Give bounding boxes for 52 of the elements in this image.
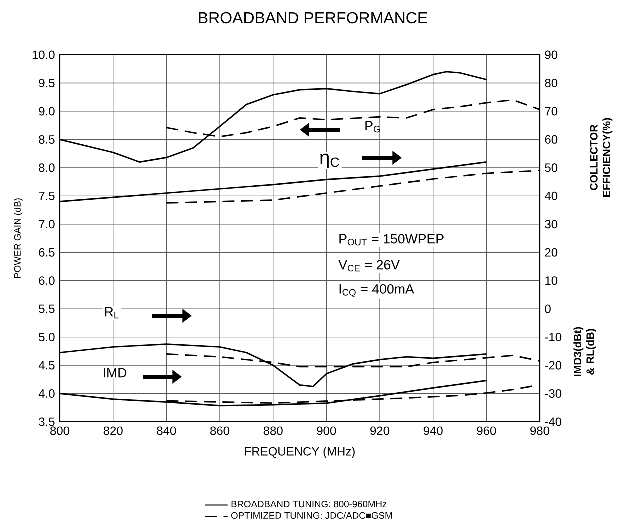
annotation: R$_{L}$ [105, 307, 119, 319]
y-tick-label: 6.0 [39, 276, 55, 286]
annotation: V$_{CE}$ = 26V [338, 260, 400, 272]
y2-tick-label: 60 [545, 135, 558, 144]
x-tick-label: 960 [477, 426, 496, 436]
x-tick-label: 840 [157, 426, 176, 436]
annotation: P$_{G}$ [366, 121, 380, 133]
y2-tick-label: -30 [545, 390, 562, 398]
y2-tick-label: -20 [545, 361, 562, 370]
text: IMD3(dBt) & RL(dB) [574, 327, 596, 376]
y2-tick-label: 0 [545, 304, 551, 314]
x-tick-label: 860 [210, 426, 230, 436]
y2-tick-label: 80 [545, 78, 558, 88]
y2-tick-label: -40 [545, 418, 562, 426]
x-tick-label: 880 [264, 426, 283, 436]
y-tick-label: 4.5 [38, 361, 55, 370]
legend-label: OPTIMIZED TUNING: JDC/ADC■GSM [232, 512, 392, 520]
annotation: I$_{CQ}$ = 400mA [340, 284, 414, 298]
y-tick-label: 7.0 [39, 220, 55, 229]
y-tick-label: 6.5 [39, 248, 55, 257]
y2-tick-label: 40 [544, 192, 558, 200]
x-tick-label: 940 [424, 426, 443, 436]
y2-tick-label: 70 [545, 107, 558, 116]
y-tick-label: 9.5 [39, 78, 55, 88]
annotation: IMD [104, 368, 127, 378]
y-tick-label: 10.0 [32, 50, 55, 60]
y-axis-title: POWER GAIN (dB) [14, 198, 23, 278]
x-tick-label: 900 [317, 426, 336, 436]
y-tick-label: 8.0 [39, 164, 55, 172]
y2-tick-label: 90 [545, 50, 558, 60]
y2-tick-label: -10 [545, 333, 562, 342]
x-axis-title: FREQUENCY (MHz) [245, 447, 355, 458]
y2-tick-label: 30 [545, 220, 558, 229]
y-tick-label: 9.0 [39, 107, 55, 116]
y2-tick-label: 10 [546, 276, 558, 286]
x-tick-label: 980 [530, 426, 550, 436]
legend-label: BROADBAND TUNING: 800-960MHz [232, 500, 387, 508]
x-tick-label: 920 [370, 426, 390, 436]
y2-axis-title: COLLECTOR EFFICIENCY(%) [590, 118, 613, 198]
y-tick-label: 7.5 [39, 192, 55, 200]
y2-tick-label: 20 [545, 248, 558, 257]
y-tick-label: 4.0 [38, 390, 55, 398]
x-tick-label: 820 [104, 426, 123, 436]
y-tick-label: 5.5 [39, 304, 55, 314]
chart-title: BROADBAND PERFORMANCE [199, 12, 428, 24]
annotation: P$_{OUT}$ = 150WPEP [340, 234, 444, 246]
x-tick-label: 800 [50, 426, 70, 436]
y-tick-label: 5.0 [39, 333, 55, 342]
annotation: η$_{C}$ [320, 154, 340, 168]
y-tick-label: 8.5 [39, 135, 55, 144]
y2-tick-label: 50 [545, 164, 558, 172]
y-tick-label: 3.5 [39, 418, 55, 426]
